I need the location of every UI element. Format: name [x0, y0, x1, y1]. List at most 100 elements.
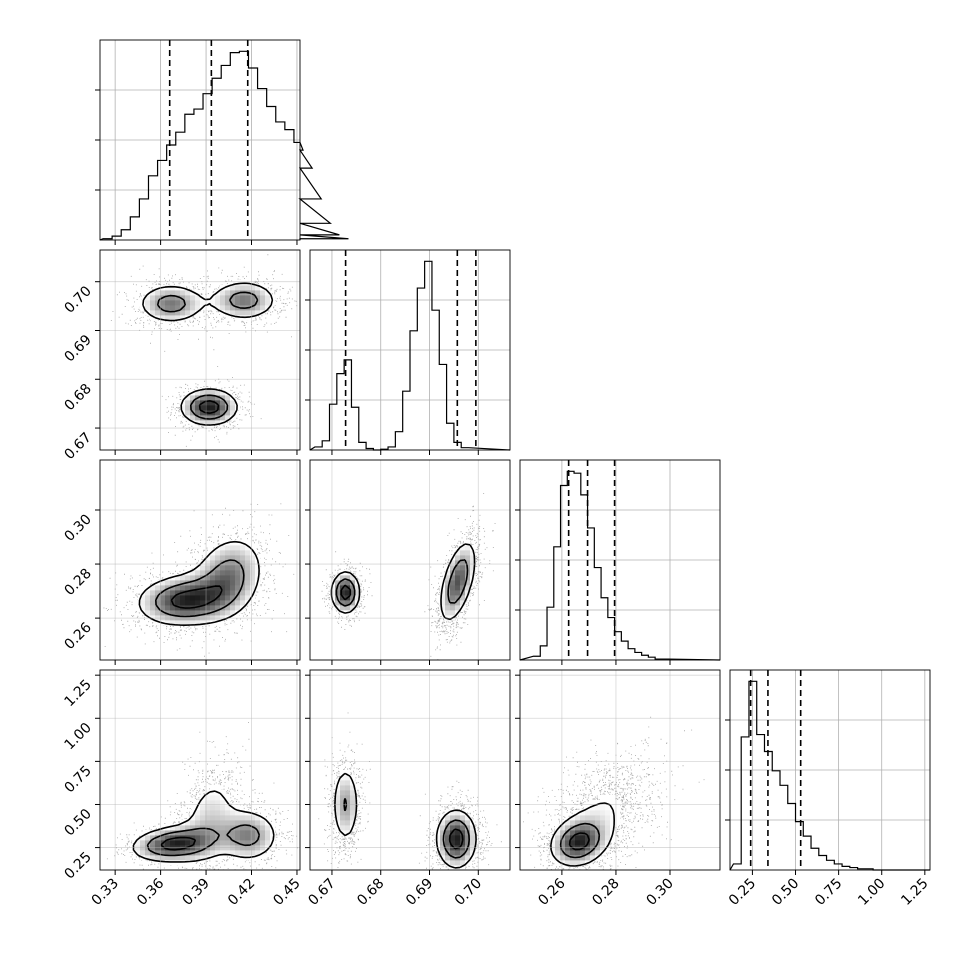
density-cell — [555, 840, 561, 846]
density-cell — [210, 585, 216, 591]
contour-line — [155, 559, 245, 618]
density-cell — [615, 820, 621, 826]
density-cell — [220, 790, 226, 796]
density-cell — [585, 810, 591, 816]
density-cell — [455, 860, 461, 866]
density-cell — [585, 820, 591, 826]
density-cell — [235, 810, 241, 816]
density-cell — [210, 305, 216, 311]
density-cell — [455, 605, 461, 611]
density-cell — [335, 790, 341, 796]
density-cell — [465, 855, 471, 861]
density-cell — [210, 390, 216, 396]
density-cell — [250, 570, 256, 576]
density-cell — [205, 810, 211, 816]
density-cell — [610, 805, 616, 811]
density-cell — [200, 850, 206, 856]
x-tick-label: 0.50 — [769, 876, 802, 909]
x-tick-label: 0.42 — [225, 876, 258, 909]
density-cell — [455, 565, 461, 571]
density-cell — [150, 305, 156, 311]
density-cell — [270, 300, 276, 306]
density-cell — [220, 810, 226, 816]
density-cell — [465, 575, 471, 581]
density-cell — [215, 840, 221, 846]
density-cell — [175, 840, 181, 846]
density-cell — [210, 560, 216, 566]
density-cell — [215, 585, 221, 591]
density-cell — [550, 855, 556, 861]
density-cell — [185, 400, 191, 406]
density-cell — [185, 820, 191, 826]
density-cell — [215, 560, 221, 566]
density-cell — [195, 850, 201, 856]
density-cell — [175, 305, 181, 311]
density-cell — [250, 290, 256, 296]
density-cell — [190, 570, 196, 576]
density-cell — [170, 305, 176, 311]
density-cell — [205, 830, 211, 836]
density-cell — [195, 410, 201, 416]
density-cell — [195, 295, 201, 301]
density-cell — [215, 555, 221, 561]
density-cell — [240, 850, 246, 856]
panel-content — [310, 460, 510, 660]
density-cell — [220, 415, 226, 421]
density-cell — [200, 610, 206, 616]
density-cell — [205, 565, 211, 571]
density-cell — [250, 840, 256, 846]
density-cell — [255, 290, 261, 296]
density-cell — [185, 825, 191, 831]
density-cell — [220, 835, 226, 841]
density-cell — [575, 835, 581, 841]
density-cell — [455, 810, 461, 816]
density-cell — [470, 830, 476, 836]
density-cell — [345, 770, 351, 776]
density-cell — [175, 610, 181, 616]
y-tick-label: 0.28 — [61, 566, 94, 599]
density-cell — [460, 865, 466, 870]
density-cell — [170, 295, 176, 301]
density-cell — [195, 620, 201, 626]
density-cell — [465, 820, 471, 826]
density-cell — [555, 850, 561, 856]
y-tick-label: 0.75 — [61, 763, 94, 796]
density-cell — [145, 600, 151, 606]
density-cell — [560, 840, 566, 846]
density-cell — [190, 585, 196, 591]
density-cell — [180, 585, 186, 591]
density-cell — [180, 580, 186, 586]
density-cell — [560, 855, 566, 861]
density-cell — [200, 600, 206, 606]
density-cell — [450, 565, 456, 571]
density-cell — [340, 795, 346, 801]
density-cell — [150, 605, 156, 611]
density-cell — [445, 820, 451, 826]
panel-frame — [309, 459, 511, 661]
density-cell — [460, 600, 466, 606]
density-cell — [215, 810, 221, 816]
density-cell — [450, 595, 456, 601]
density-cell — [225, 600, 231, 606]
density-cell — [230, 405, 236, 411]
density-cell — [595, 850, 601, 856]
density-cell — [460, 560, 466, 566]
density-cell — [185, 585, 191, 591]
density-cell — [165, 835, 171, 841]
density-cell — [210, 555, 216, 561]
density-cell — [205, 615, 211, 621]
density-cell — [585, 855, 591, 861]
density-cell — [470, 560, 476, 566]
density-cell — [185, 290, 191, 296]
density-cell — [245, 840, 251, 846]
density-cell — [215, 300, 221, 306]
density-cell — [255, 840, 261, 846]
density-cell — [355, 585, 361, 591]
density-cell — [215, 800, 221, 806]
contour-line — [170, 585, 223, 609]
density-cell — [350, 810, 356, 816]
density-cell — [470, 840, 476, 846]
density-cell — [155, 600, 161, 606]
density-cell — [235, 585, 241, 591]
density-cell — [175, 825, 181, 831]
